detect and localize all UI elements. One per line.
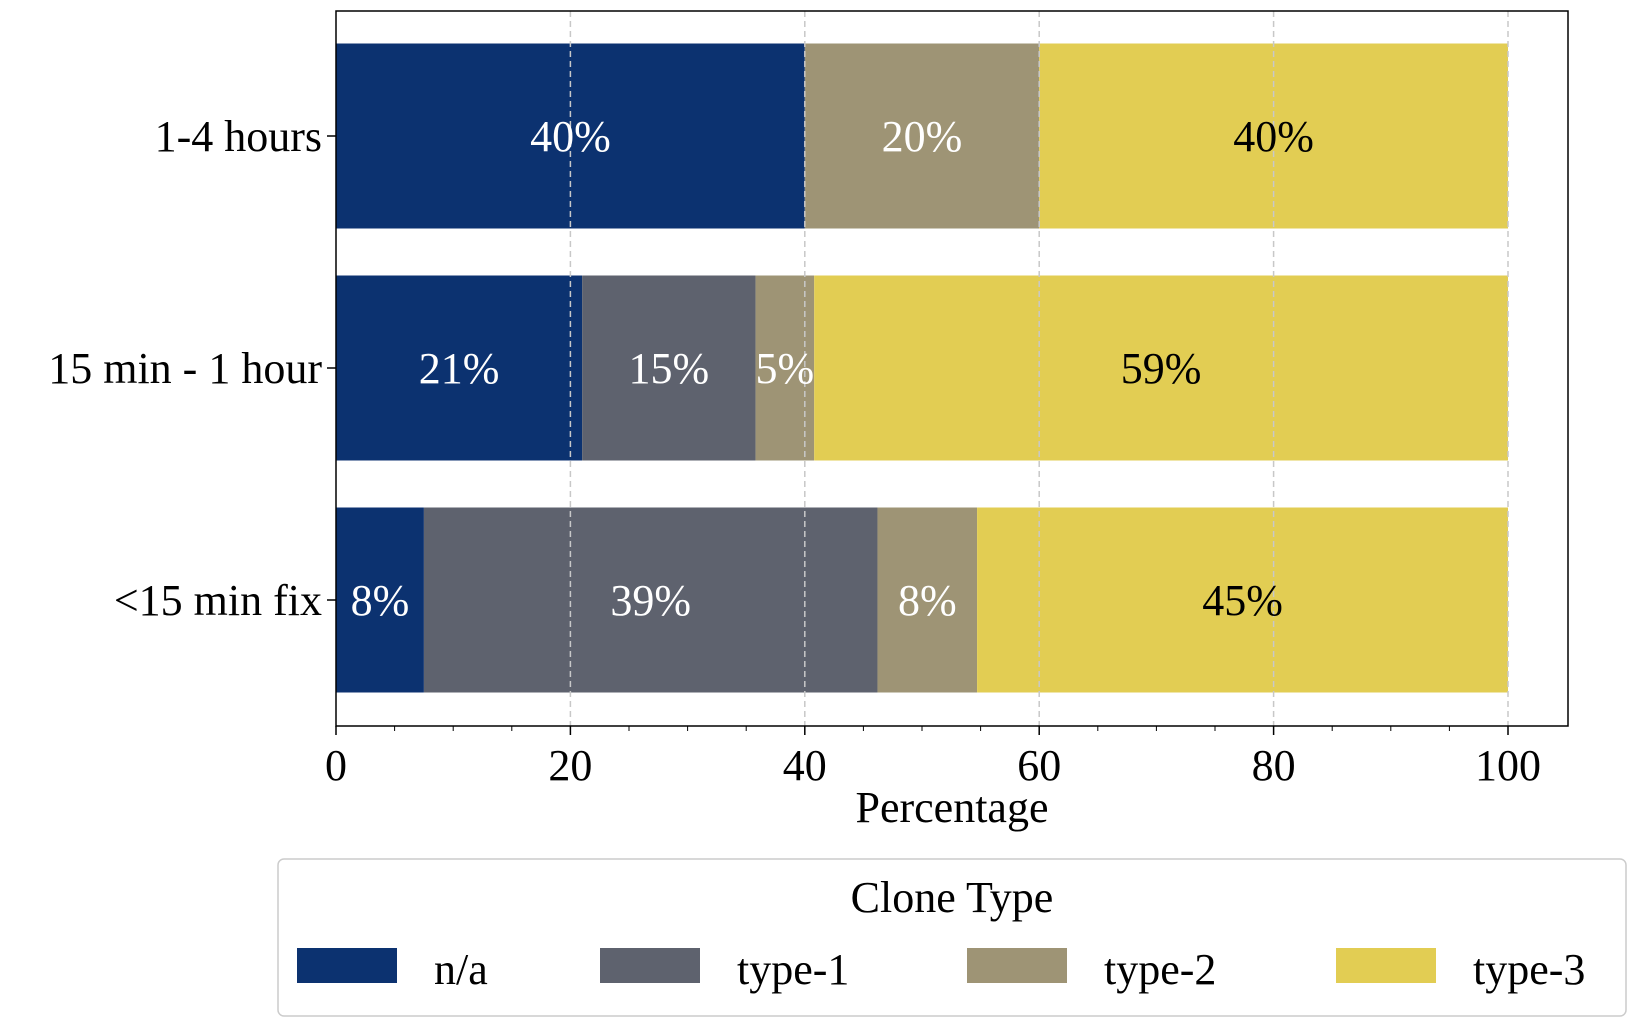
x-axis: 0 20 40 60 80 100	[325, 726, 1541, 790]
legend-item-type-1: type-1	[600, 945, 849, 994]
legend: Clone Type n/a type-1 type-2 type-3	[277, 858, 1627, 1017]
data-label-type-3-1-4-hours: 40%	[1233, 112, 1314, 161]
x-axis-label: Percentage	[856, 783, 1049, 832]
data-label-type-2-15-min-fix: 8%	[898, 576, 957, 625]
bar-labels: 40% 20% 40% 21% 15% 5% 59% 8% 39% 8% 45%	[351, 112, 1314, 625]
x-gridlines	[569, 11, 1509, 726]
x-tick-label-0: 0	[325, 741, 347, 790]
bar-n-a-15-min-1-hour	[336, 275, 583, 461]
x-tick-label-40: 40	[783, 741, 827, 790]
bar-segments	[336, 43, 1508, 693]
data-label-n-a-15-min-1-hour: 21%	[419, 344, 500, 393]
bar-type-1-15-min-fix	[423, 507, 878, 693]
y-tick-label-15-min-1-hour: 15 min - 1 hour	[48, 344, 322, 393]
bar-type-2-1-4-hours	[804, 43, 1040, 229]
legend-item-type-3: type-3	[1336, 945, 1585, 994]
legend-items: n/a type-1 type-2 type-3	[297, 945, 1585, 994]
data-label-n-a-1-4-hours: 40%	[530, 112, 611, 161]
data-label-type-1-15-min-fix: 39%	[610, 576, 691, 625]
data-label-type-3-15-min-fix: 45%	[1202, 576, 1283, 625]
legend-label-n-a: n/a	[434, 945, 488, 994]
x-tick-label-80: 80	[1252, 741, 1296, 790]
data-label-type-1-15-min-1-hour: 15%	[629, 344, 710, 393]
legend-label-type-2: type-2	[1104, 945, 1216, 994]
y-axis: 1-4 hours 15 min - 1 hour <15 min fix	[48, 112, 336, 625]
x-tick-label-20: 20	[548, 741, 592, 790]
plot-frame	[335, 10, 1569, 727]
legend-swatch-type-2	[967, 948, 1067, 983]
legend-label-type-1: type-1	[737, 945, 849, 994]
legend-swatch-type-3	[1336, 948, 1436, 983]
bar-type-3-15-min-1-hour	[814, 275, 1508, 461]
bar-type-1-15-min-1-hour	[582, 275, 756, 461]
legend-swatch-type-1	[600, 948, 700, 983]
legend-item-type-2: type-2	[967, 945, 1216, 994]
data-label-n-a-15-min-fix: 8%	[351, 576, 410, 625]
data-label-type-3-15-min-1-hour: 59%	[1121, 344, 1202, 393]
bar-type-2-15-min-fix	[877, 507, 978, 693]
x-tick-label-100: 100	[1475, 741, 1541, 790]
legend-swatch-n-a	[297, 948, 397, 983]
legend-title: Clone Type	[851, 873, 1054, 922]
bar-type-3-15-min-fix	[977, 507, 1508, 693]
y-tick-label-15-min-fix: <15 min fix	[114, 576, 322, 625]
x-tick-label-60: 60	[1017, 741, 1061, 790]
data-label-type-2-15-min-1-hour: 5%	[756, 344, 815, 393]
bar-n-a-15-min-fix	[336, 507, 424, 693]
y-tick-label-1-4-hours: 1-4 hours	[155, 112, 322, 161]
legend-label-type-3: type-3	[1473, 945, 1585, 994]
legend-item-n-a: n/a	[297, 945, 488, 994]
data-label-type-2-1-4-hours: 20%	[882, 112, 963, 161]
